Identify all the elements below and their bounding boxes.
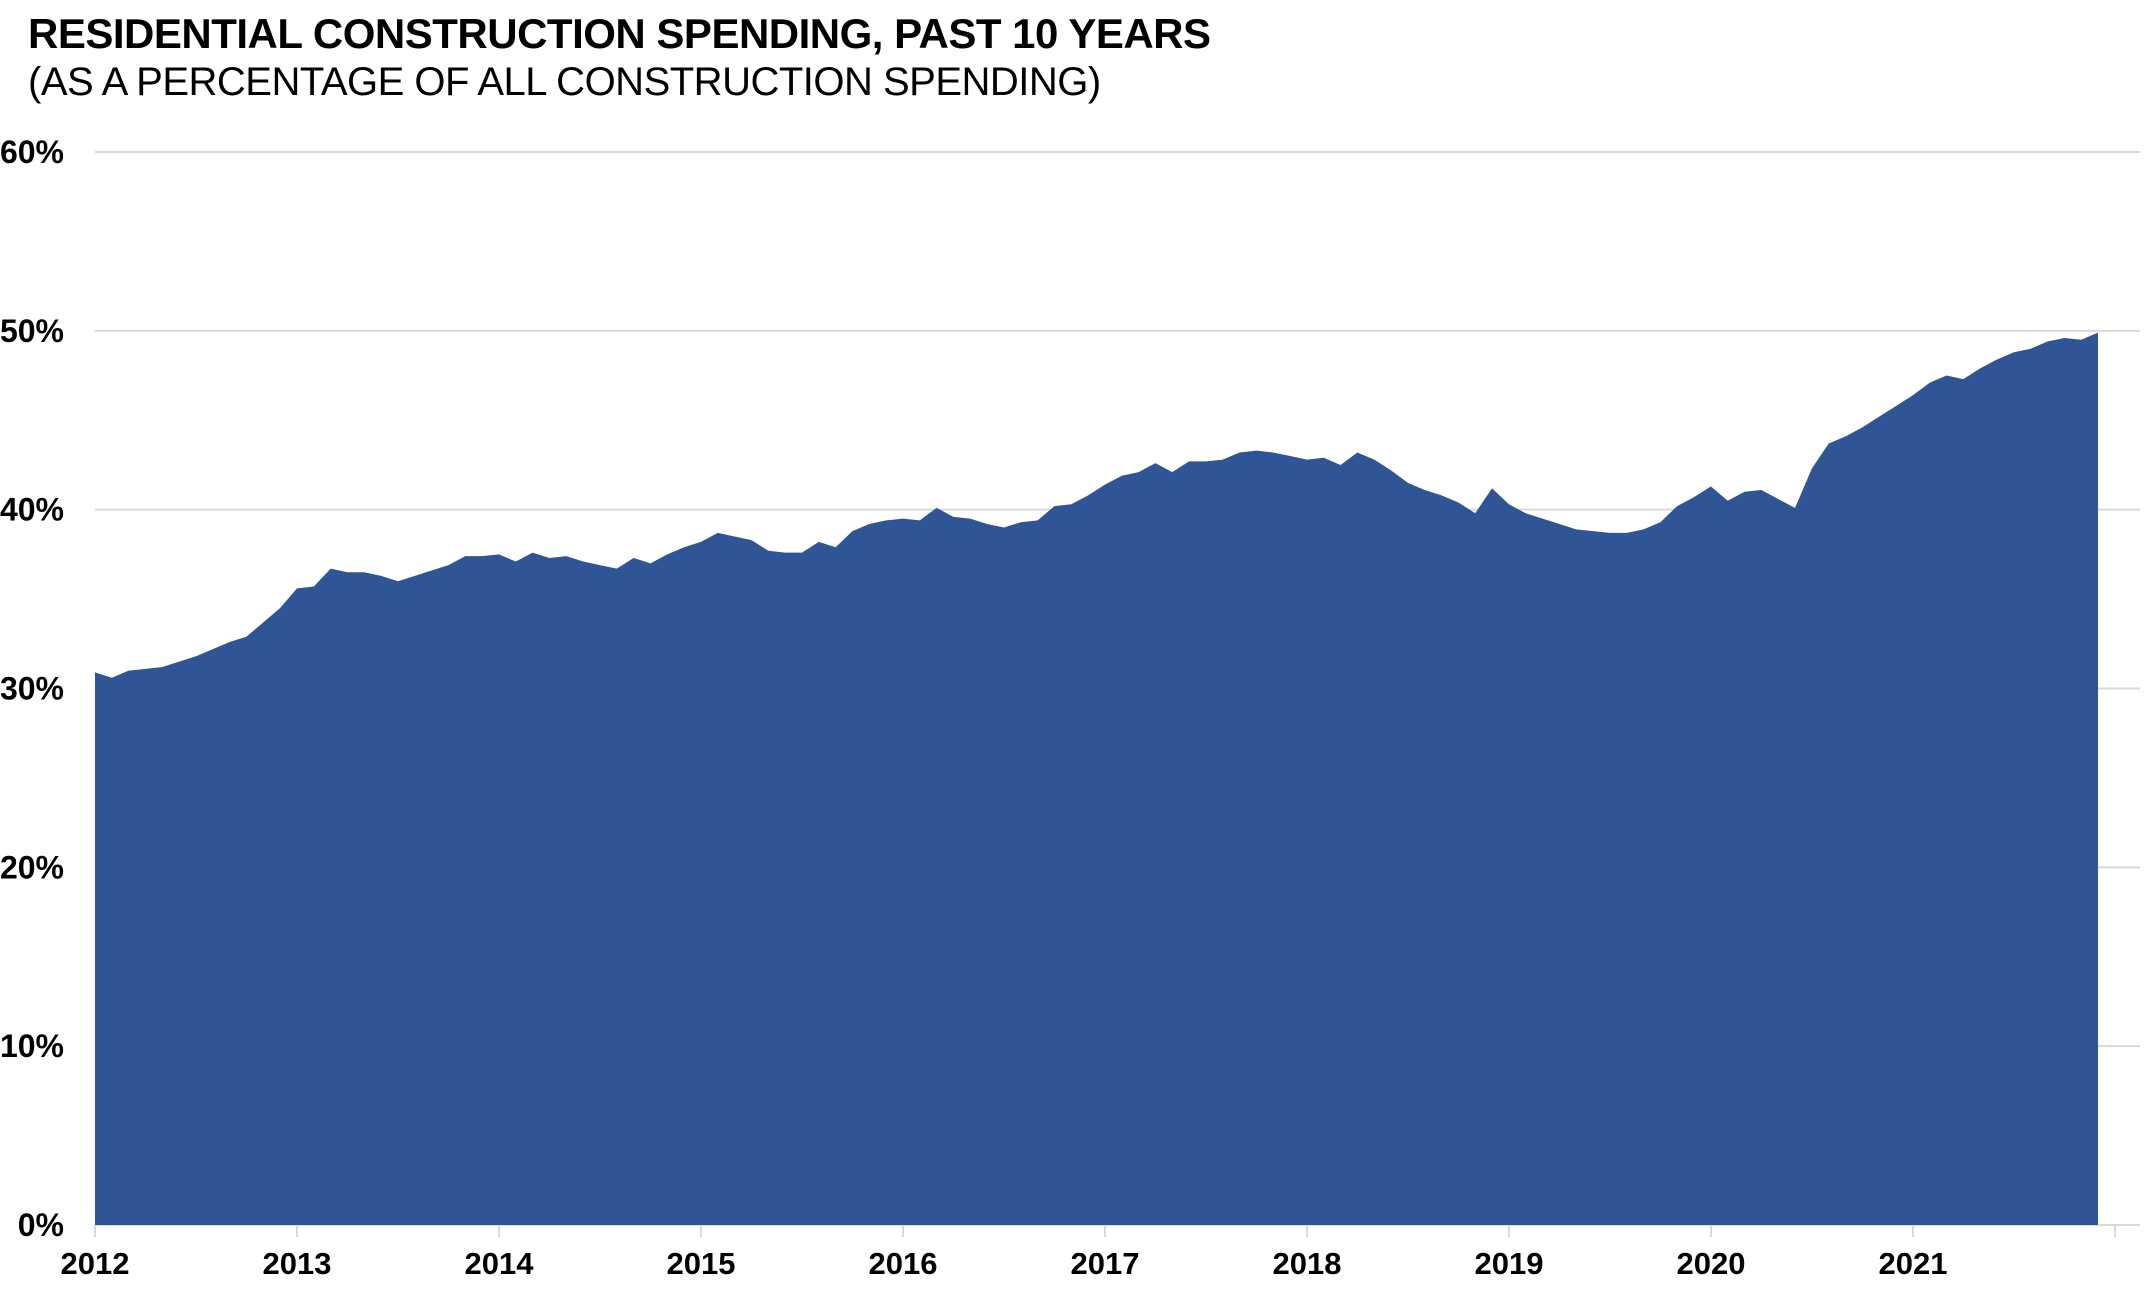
y-tick-label: 0% — [18, 1207, 64, 1243]
y-tick-label: 20% — [0, 849, 64, 885]
x-tick-label: 2016 — [869, 1246, 938, 1281]
x-tick-label: 2017 — [1071, 1246, 1140, 1281]
y-tick-label: 50% — [0, 313, 64, 349]
area-series — [95, 332, 2098, 1225]
chart-header: RESIDENTIAL CONSTRUCTION SPENDING, PAST … — [28, 10, 1211, 106]
y-tick-label: 60% — [0, 134, 64, 170]
chart-title: RESIDENTIAL CONSTRUCTION SPENDING, PAST … — [28, 10, 1211, 57]
x-tick-label: 2015 — [667, 1246, 736, 1281]
x-tick-label: 2012 — [61, 1246, 130, 1281]
y-tick-label: 10% — [0, 1028, 64, 1064]
chart-subtitle: (AS A PERCENTAGE OF ALL CONSTRUCTION SPE… — [28, 59, 1101, 104]
x-tick-label: 2018 — [1273, 1246, 1342, 1281]
x-tick-label: 2021 — [1879, 1246, 1948, 1281]
x-tick-label: 2019 — [1475, 1246, 1544, 1281]
x-tick-label: 2020 — [1677, 1246, 1746, 1281]
x-tick-label: 2013 — [263, 1246, 332, 1281]
x-tick-label: 2014 — [465, 1246, 535, 1281]
y-tick-label: 30% — [0, 671, 64, 707]
y-tick-label: 40% — [0, 492, 64, 528]
